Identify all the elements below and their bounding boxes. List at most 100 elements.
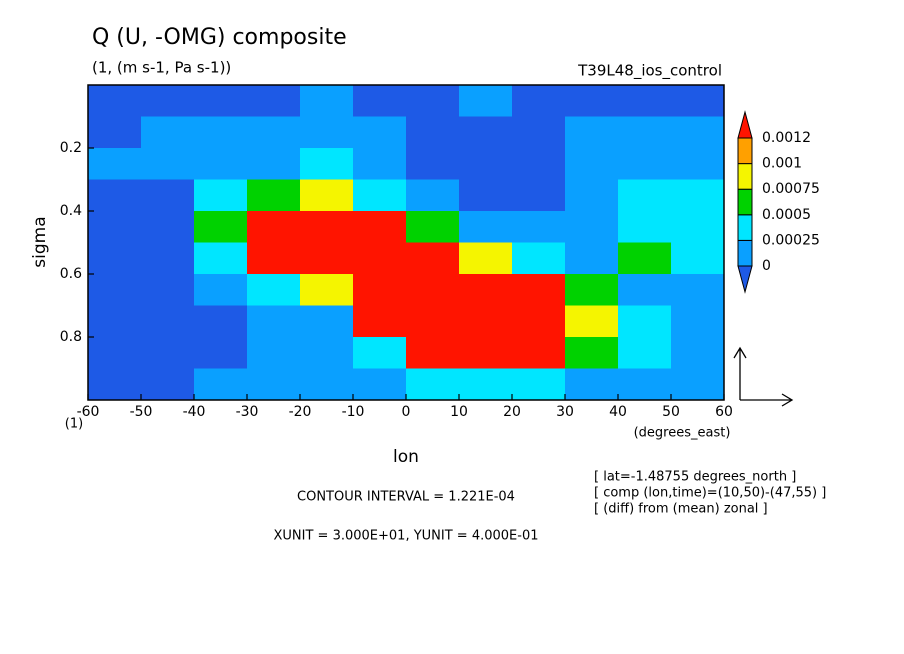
field-cell: [88, 148, 142, 180]
info-line: [ (diff) from (mean) zonal ]: [594, 502, 768, 517]
field-cell: [300, 85, 354, 117]
field-cell: [671, 179, 725, 212]
field-cell: [671, 211, 725, 243]
field-cell: [300, 274, 354, 306]
units-note: XUNIT = 3.000E+01, YUNIT = 4.000E-01: [274, 529, 539, 544]
field-cell: [88, 242, 142, 275]
field-cell: [618, 242, 672, 275]
field-cell: [247, 274, 301, 306]
reference-vector: [733, 346, 794, 407]
info-line: [ comp (lon,time)=(10,50)-(47,55) ]: [594, 486, 826, 501]
field-cell: [565, 242, 619, 275]
field-cell: [565, 337, 619, 369]
field-cell: [671, 116, 725, 149]
field-cell: [406, 274, 460, 306]
x-tick-label: 60: [715, 404, 733, 420]
field-cell: [194, 242, 248, 275]
field-cell: [141, 274, 195, 306]
field-cell: [512, 148, 566, 180]
field-cell: [194, 148, 248, 180]
field-cell: [618, 337, 672, 369]
field-cell: [300, 368, 354, 401]
field-cell: [194, 305, 248, 338]
field-cell: [300, 148, 354, 180]
x-tick-label: 0: [402, 404, 411, 420]
field-cell: [618, 211, 672, 243]
colorbar-label: 0.0005: [762, 207, 811, 223]
field-cell: [300, 116, 354, 149]
field-cell: [353, 274, 407, 306]
field-cell: [247, 305, 301, 338]
field-cell: [247, 368, 301, 401]
x-tick-label: -60: [77, 404, 100, 420]
field-cell: [671, 85, 725, 117]
field-cell: [618, 274, 672, 306]
field-cell: [459, 85, 513, 117]
field-cell: [671, 242, 725, 275]
colorbar-segment: [737, 137, 753, 165]
field-cell: [247, 179, 301, 212]
field-cell: [459, 179, 513, 212]
field-cell: [141, 368, 195, 401]
colorbar-segment: [737, 214, 753, 241]
chart-subtitle: (1, (m s-1, Pa s-1)): [92, 59, 231, 77]
field-cell: [406, 116, 460, 149]
field-cell: [512, 242, 566, 275]
field-cell: [565, 368, 619, 401]
field-cell: [459, 368, 513, 401]
run-label: T39L48_ios_control: [577, 62, 722, 81]
info-line: [ lat=-1.48755 degrees_north ]: [594, 470, 796, 485]
y-tick-label: 0.6: [60, 266, 82, 282]
field-cell: [565, 274, 619, 306]
field-cell: [88, 337, 142, 369]
field-cell: [300, 179, 354, 212]
field-cell: [565, 211, 619, 243]
field-cell: [247, 242, 301, 275]
field-cell: [618, 116, 672, 149]
field-cell: [353, 148, 407, 180]
colorbar-label: 0.00025: [762, 232, 820, 248]
field-cell: [406, 337, 460, 369]
field-cell: [618, 85, 672, 117]
field-cell: [194, 337, 248, 369]
field-cell: [512, 211, 566, 243]
field-cell: [353, 368, 407, 401]
y-tick-label: 0.4: [60, 203, 82, 219]
x-tick-label: -30: [236, 404, 259, 420]
field-cell: [512, 305, 566, 338]
y-tick-label: 0.8: [60, 329, 82, 345]
x-tick-label: 30: [556, 404, 574, 420]
x-tick-label: -40: [183, 404, 206, 420]
x-tick-label: 40: [609, 404, 627, 420]
x-tick-label: -10: [342, 404, 365, 420]
field-cell: [565, 179, 619, 212]
field-cell: [300, 337, 354, 369]
contour-interval: CONTOUR INTERVAL = 1.221E-04: [297, 490, 515, 505]
field-cell: [512, 337, 566, 369]
x-tick-label: -20: [289, 404, 312, 420]
field-cell: [141, 242, 195, 275]
x-units: (degrees_east): [634, 426, 731, 441]
field-cell: [459, 211, 513, 243]
field-cell: [459, 337, 513, 369]
colorbar-segment: [737, 163, 753, 190]
field-cell: [141, 148, 195, 180]
field-cell: [406, 368, 460, 401]
field: [88, 85, 725, 401]
x-tick-label: 50: [662, 404, 680, 420]
colorbar-label: 0.0012: [762, 130, 811, 146]
colorbar-label: 0.00075: [762, 181, 820, 197]
field-cell: [406, 148, 460, 180]
field-cell: [353, 116, 407, 149]
field-cell: [300, 305, 354, 338]
field-cell: [247, 116, 301, 149]
field-cell: [194, 211, 248, 243]
y-bottom-label: (1): [65, 417, 83, 432]
field-cell: [353, 179, 407, 212]
field-cell: [88, 179, 142, 212]
field-cell: [406, 305, 460, 338]
field-cell: [671, 305, 725, 338]
field-cell: [618, 179, 672, 212]
field-cell: [671, 274, 725, 306]
field-cell: [671, 148, 725, 180]
